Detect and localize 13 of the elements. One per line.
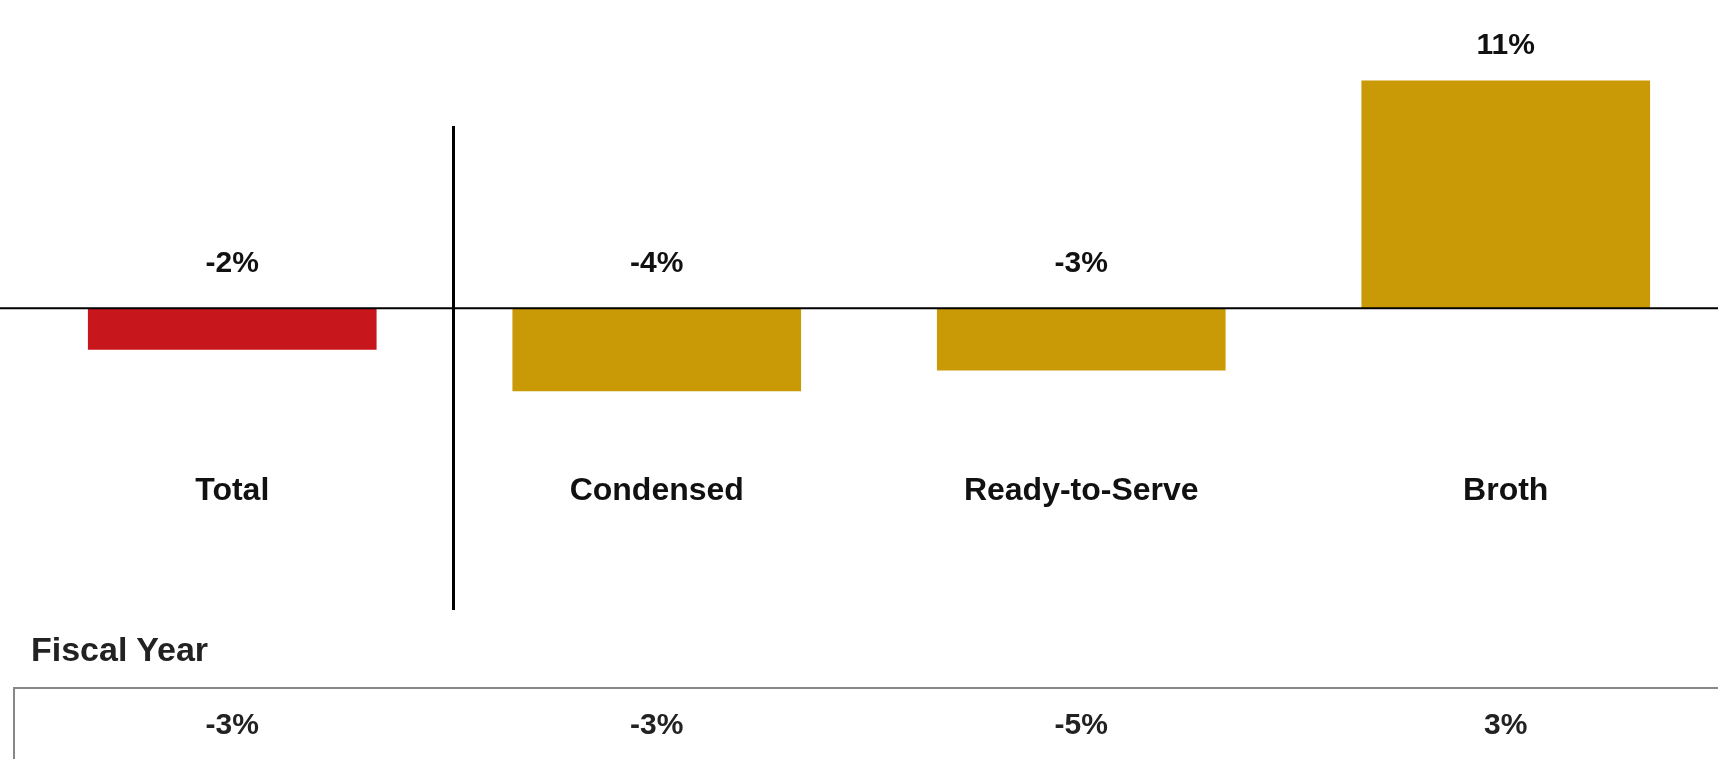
- text: 3%: [1484, 707, 1528, 741]
- data-label: 11%: [1476, 26, 1535, 60]
- data-label: -2%: [205, 244, 259, 278]
- text: -3%: [205, 707, 259, 741]
- x-tick-label: Condensed: [569, 470, 744, 507]
- data-label: -4%: [630, 244, 684, 278]
- text: -5%: [1054, 707, 1108, 741]
- x-tick-label: Broth: [1463, 470, 1549, 507]
- text: -3%: [630, 707, 684, 741]
- data-label: -3%: [1054, 244, 1108, 278]
- x-tick-label: Total: [195, 470, 270, 507]
- x-tick-label: Ready-to-Serve: [963, 470, 1199, 507]
- text: Fiscal Year: [31, 630, 209, 669]
